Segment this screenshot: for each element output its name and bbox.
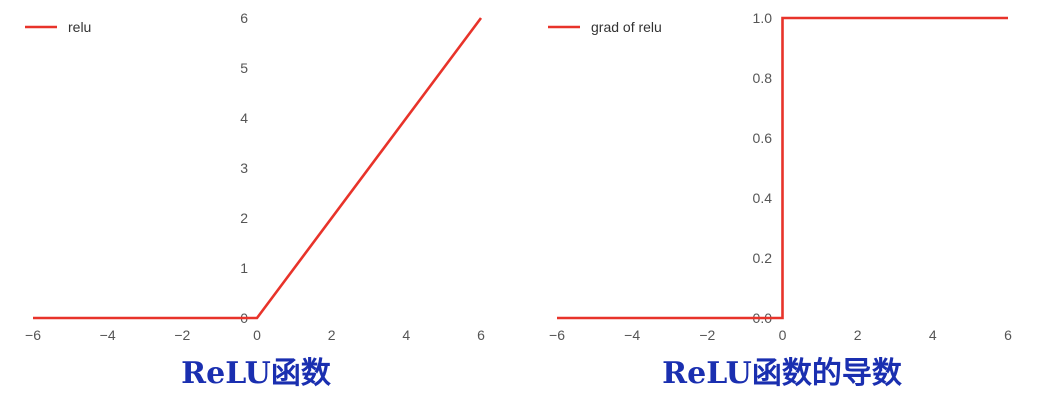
relu-caption: ReLU函数 bbox=[181, 356, 331, 391]
relu-y-tick-label: 3 bbox=[240, 160, 248, 176]
relu-grad-legend-label: grad of relu bbox=[591, 19, 662, 35]
relu-grad-x-tick-label: 0 bbox=[779, 327, 787, 343]
relu-y-tick-label: 4 bbox=[240, 110, 248, 126]
relu-y-tick-label: 5 bbox=[240, 60, 248, 76]
relu-grad-y-tick-label: 0.2 bbox=[753, 250, 773, 266]
relu-grad-x-tick-label: 4 bbox=[929, 327, 937, 343]
relu-x-tick-label: 4 bbox=[402, 327, 410, 343]
relu-grad-y-tick-label: 0.6 bbox=[753, 130, 773, 146]
relu-grad-x-tick-label: −4 bbox=[624, 327, 640, 343]
relu-grad-series-line bbox=[557, 16, 1008, 320]
relu-x-tick-label: 0 bbox=[253, 327, 261, 343]
relu-y-tick-label: 2 bbox=[240, 210, 248, 226]
relu-x-tick-label: 2 bbox=[328, 327, 336, 343]
relu-x-tick-label: −6 bbox=[25, 327, 41, 343]
relu-y-tick-label: 6 bbox=[240, 10, 248, 26]
relu-grad-y-tick-label: 1.0 bbox=[753, 10, 773, 26]
relu-grad-x-tick-label: −6 bbox=[549, 327, 565, 343]
relu-grad-y-tick-label: 0.8 bbox=[753, 70, 773, 86]
relu-y-tick-label: 1 bbox=[240, 260, 248, 276]
relu-x-tick-label: −2 bbox=[174, 327, 190, 343]
relu-series-line bbox=[33, 17, 483, 320]
relu-legend-label: relu bbox=[68, 19, 91, 35]
relu-grad-y-tick-label: 0.4 bbox=[753, 190, 773, 206]
relu-grad-x-tick-label: −2 bbox=[699, 327, 715, 343]
relu-x-tick-label: −4 bbox=[100, 327, 116, 343]
relu-grad-x-tick-label: 6 bbox=[1004, 327, 1012, 343]
relu-grad-x-tick-label: 2 bbox=[854, 327, 862, 343]
relu-x-tick-label: 6 bbox=[477, 327, 485, 343]
relu-grad-caption: ReLU函数的导数 bbox=[662, 356, 902, 391]
